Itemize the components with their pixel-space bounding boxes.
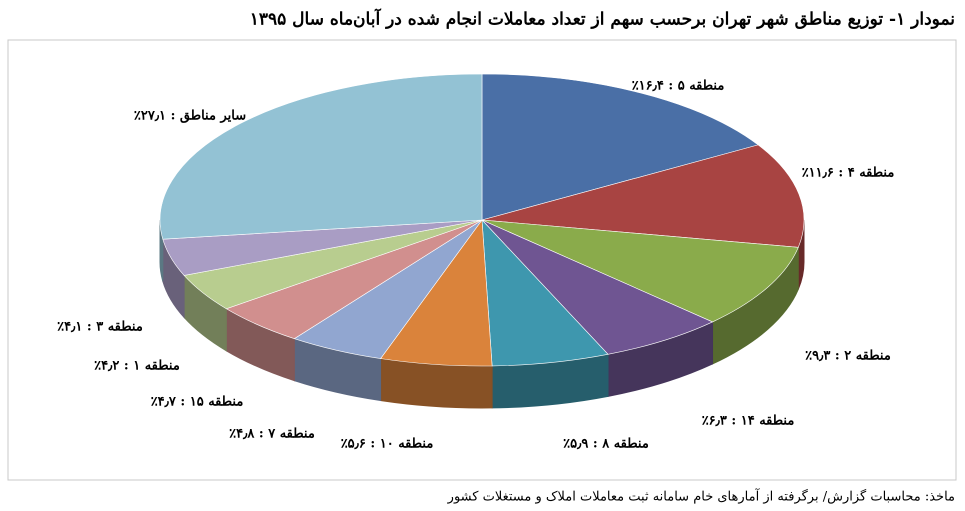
data-label: منطقه ۴ : ۱۱٫۶٪ <box>802 166 895 181</box>
data-label: منطقه ۱ : ۴٫۲٪ <box>94 359 180 374</box>
slice <box>159 73 483 240</box>
source-note: ماخذ: محاسبات گزارش/ برگرفته از آمارهای … <box>447 488 955 505</box>
slice <box>481 73 759 221</box>
slice <box>481 144 805 248</box>
data-label: منطقه ۷ : ۴٫۸٪ <box>229 427 315 442</box>
data-label: منطقه ۱۰ : ۵٫۶٪ <box>341 437 434 452</box>
slice <box>481 219 799 323</box>
data-label: منطقه ۵ : ۱۶٫۴٪ <box>632 79 725 94</box>
data-label: منطقه ۲ : ۹٫۳٪ <box>805 349 891 364</box>
data-label: منطقه ۱۴ : ۶٫۳٪ <box>702 414 795 429</box>
chart-frame <box>7 39 957 481</box>
data-label: سایر مناطق : ۲۷٫۱٪ <box>134 109 246 124</box>
data-label: منطقه ۸ : ۵٫۹٪ <box>563 437 649 452</box>
slice <box>481 219 714 355</box>
data-label: منطقه ۱۵ : ۴٫۷٪ <box>151 395 244 410</box>
data-label: منطقه ۳ : ۴٫۱٪ <box>57 320 143 335</box>
chart-title: نمودار ۱- توزیع مناطق شهر تهران برحسب سه… <box>250 8 955 30</box>
